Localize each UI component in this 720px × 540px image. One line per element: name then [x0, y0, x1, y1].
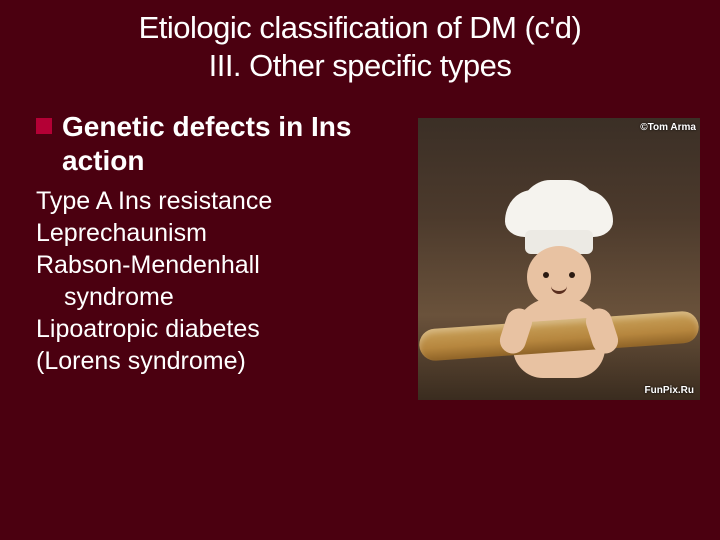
list-item: (Lorens syndrome)	[36, 345, 396, 377]
title-line-1: Etiologic classification of DM (c'd)	[30, 10, 690, 46]
square-bullet-icon	[36, 118, 52, 134]
list-item: Rabson-Mendenhall	[36, 249, 396, 281]
slide-title-block: Etiologic classification of DM (c'd) III…	[0, 0, 720, 84]
image-copyright: ©Tom Arma	[640, 122, 696, 133]
title-line-2: III. Other specific types	[30, 48, 690, 84]
image-watermark: FunPix.Ru	[645, 385, 694, 396]
baby-chef-icon	[479, 190, 639, 380]
list-item: Lipoatropic diabetes	[36, 313, 396, 345]
decorative-image: ©Tom Arma FunPix.Ru	[418, 118, 700, 400]
subtitle-row: Genetic defects in Ins action	[36, 110, 396, 177]
subtitle-text: Genetic defects in Ins action	[62, 110, 396, 177]
list-item: Type A Ins resistance	[36, 185, 396, 217]
body-list: Type A Ins resistance Leprechaunism Rabs…	[36, 185, 396, 377]
list-item: syndrome	[36, 281, 396, 313]
list-item: Leprechaunism	[36, 217, 396, 249]
content-area: Genetic defects in Ins action Type A Ins…	[36, 110, 396, 377]
